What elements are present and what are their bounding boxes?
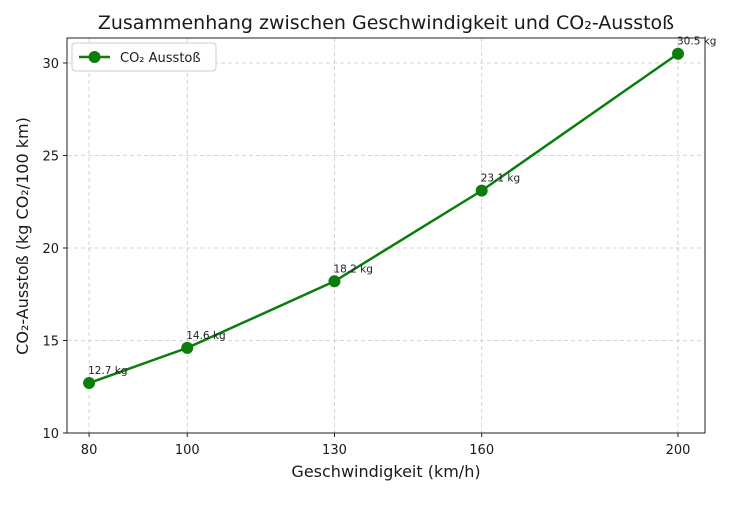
- data-series: [83, 47, 685, 390]
- data-label: 23.1 kg: [481, 173, 520, 185]
- legend-box: [71, 42, 217, 72]
- data-labels: 12.7 kg 14.6 kg 18.2 kg 23.1 kg 30.5 kg: [88, 36, 716, 377]
- x-axis-ticks: 80 100 130 160 200: [81, 433, 691, 458]
- data-point-marker: [83, 377, 96, 390]
- data-point-marker: [181, 341, 194, 354]
- x-tick-label: 100: [175, 443, 200, 458]
- x-tick-label: 80: [81, 443, 98, 458]
- x-axis-label: Geschwindigkeit (km/h): [291, 462, 480, 481]
- data-label: 12.7 kg: [88, 365, 127, 377]
- data-label: 14.6 kg: [186, 330, 225, 342]
- y-tick-label: 25: [42, 149, 59, 164]
- y-tick-label: 30: [42, 57, 59, 72]
- y-axis-ticks: 10 15 20 25 30: [42, 57, 67, 442]
- chart-title: Zusammenhang zwischen Geschwindigkeit un…: [98, 12, 674, 34]
- data-point-marker: [475, 184, 488, 197]
- x-tick-label: 130: [322, 443, 347, 458]
- data-label: 18.2 kg: [333, 263, 372, 275]
- x-tick-label: 200: [666, 443, 691, 458]
- legend-marker-icon: [88, 51, 101, 63]
- y-axis-label: CO₂-Ausstoß (kg CO₂/100 km): [13, 117, 32, 355]
- legend-label: CO₂ Ausstoß: [120, 51, 201, 66]
- data-point-marker: [328, 275, 341, 288]
- legend: CO₂ Ausstoß: [71, 42, 217, 72]
- plot-frame: [66, 37, 706, 434]
- data-label: 30.5 kg: [677, 36, 716, 48]
- x-tick-label: 160: [469, 443, 494, 458]
- data-point-marker: [672, 47, 685, 60]
- y-tick-label: 10: [42, 427, 59, 442]
- y-tick-label: 15: [42, 334, 59, 349]
- y-tick-label: 20: [42, 242, 59, 257]
